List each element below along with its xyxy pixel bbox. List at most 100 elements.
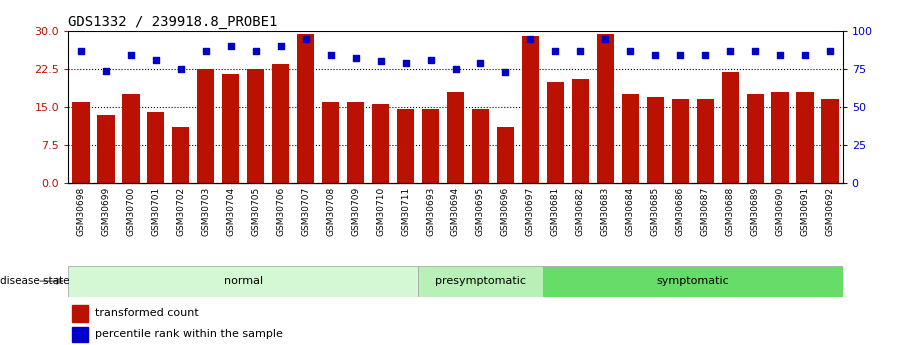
Bar bbox=[547, 82, 564, 183]
Point bbox=[374, 59, 388, 64]
Bar bbox=[372, 105, 389, 183]
Bar bbox=[572, 79, 589, 183]
Text: GSM30703: GSM30703 bbox=[201, 187, 210, 236]
Text: percentile rank within the sample: percentile rank within the sample bbox=[96, 329, 283, 339]
Point bbox=[298, 36, 312, 41]
Bar bbox=[197, 69, 214, 183]
Point bbox=[748, 48, 763, 53]
Text: GSM30706: GSM30706 bbox=[276, 187, 285, 236]
Point bbox=[273, 43, 288, 49]
Text: GSM30689: GSM30689 bbox=[751, 187, 760, 236]
Text: GSM30710: GSM30710 bbox=[376, 187, 385, 236]
Bar bbox=[347, 102, 364, 183]
Bar bbox=[72, 305, 87, 322]
Point bbox=[249, 48, 263, 53]
Point bbox=[498, 69, 513, 75]
Point bbox=[323, 52, 338, 58]
Point bbox=[548, 48, 563, 53]
Point bbox=[98, 68, 113, 73]
Text: GSM30691: GSM30691 bbox=[801, 187, 810, 236]
Text: GSM30695: GSM30695 bbox=[476, 187, 485, 236]
Bar bbox=[222, 74, 240, 183]
Point bbox=[348, 56, 363, 61]
Point bbox=[223, 43, 238, 49]
Text: GSM30705: GSM30705 bbox=[251, 187, 261, 236]
Point bbox=[798, 52, 813, 58]
Bar bbox=[247, 69, 264, 183]
Text: GSM30700: GSM30700 bbox=[127, 187, 135, 236]
Text: transformed count: transformed count bbox=[96, 308, 200, 318]
Bar bbox=[271, 64, 290, 183]
Text: presymptomatic: presymptomatic bbox=[435, 276, 526, 286]
Text: GSM30704: GSM30704 bbox=[226, 187, 235, 236]
Text: GSM30687: GSM30687 bbox=[701, 187, 710, 236]
Text: GSM30693: GSM30693 bbox=[426, 187, 435, 236]
Text: GSM30697: GSM30697 bbox=[526, 187, 535, 236]
Text: symptomatic: symptomatic bbox=[657, 276, 729, 286]
Bar bbox=[522, 36, 539, 183]
Point bbox=[398, 60, 413, 66]
Point bbox=[623, 48, 638, 53]
Point bbox=[448, 66, 463, 72]
Text: GSM30696: GSM30696 bbox=[501, 187, 510, 236]
Point bbox=[599, 36, 613, 41]
Bar bbox=[97, 115, 115, 183]
Point bbox=[573, 48, 588, 53]
Text: disease state: disease state bbox=[0, 276, 69, 286]
Text: GSM30682: GSM30682 bbox=[576, 187, 585, 236]
Point bbox=[823, 48, 837, 53]
Text: GSM30711: GSM30711 bbox=[401, 187, 410, 236]
Text: GSM30708: GSM30708 bbox=[326, 187, 335, 236]
Point bbox=[773, 52, 787, 58]
Bar bbox=[822, 99, 839, 183]
Point bbox=[74, 48, 88, 53]
Text: GSM30684: GSM30684 bbox=[626, 187, 635, 236]
Text: GSM30692: GSM30692 bbox=[825, 187, 834, 236]
Text: GSM30686: GSM30686 bbox=[676, 187, 685, 236]
Point bbox=[424, 57, 438, 63]
Bar bbox=[397, 109, 415, 183]
Point bbox=[124, 52, 138, 58]
Point bbox=[199, 48, 213, 53]
Text: GSM30707: GSM30707 bbox=[302, 187, 310, 236]
Text: GSM30709: GSM30709 bbox=[351, 187, 360, 236]
Point bbox=[523, 36, 537, 41]
Point bbox=[148, 57, 163, 63]
Bar bbox=[746, 94, 764, 183]
Point bbox=[173, 66, 188, 72]
Bar bbox=[72, 327, 87, 342]
Point bbox=[723, 48, 738, 53]
Bar bbox=[597, 33, 614, 183]
Bar bbox=[72, 102, 89, 183]
Point bbox=[698, 52, 712, 58]
Bar bbox=[472, 109, 489, 183]
Text: normal: normal bbox=[223, 276, 262, 286]
Text: GSM30699: GSM30699 bbox=[101, 187, 110, 236]
Bar bbox=[172, 127, 189, 183]
Point bbox=[473, 60, 487, 66]
Bar bbox=[68, 266, 418, 297]
Bar bbox=[647, 97, 664, 183]
Bar bbox=[772, 92, 789, 183]
Bar bbox=[621, 94, 640, 183]
Text: GSM30688: GSM30688 bbox=[726, 187, 735, 236]
Bar bbox=[697, 99, 714, 183]
Bar bbox=[122, 94, 139, 183]
Bar bbox=[422, 109, 439, 183]
Bar bbox=[496, 127, 514, 183]
Bar bbox=[297, 33, 314, 183]
Text: GSM30681: GSM30681 bbox=[551, 187, 560, 236]
Bar bbox=[543, 266, 843, 297]
Text: GSM30701: GSM30701 bbox=[151, 187, 160, 236]
Text: GSM30702: GSM30702 bbox=[176, 187, 185, 236]
Point bbox=[648, 52, 662, 58]
Point bbox=[673, 52, 688, 58]
Text: GSM30690: GSM30690 bbox=[776, 187, 784, 236]
Text: GSM30694: GSM30694 bbox=[451, 187, 460, 236]
Text: GSM30683: GSM30683 bbox=[601, 187, 609, 236]
Bar bbox=[722, 71, 739, 183]
Bar bbox=[322, 102, 339, 183]
Text: GDS1332 / 239918.8_PROBE1: GDS1332 / 239918.8_PROBE1 bbox=[68, 14, 278, 29]
Text: GSM30685: GSM30685 bbox=[650, 187, 660, 236]
Bar bbox=[796, 92, 814, 183]
